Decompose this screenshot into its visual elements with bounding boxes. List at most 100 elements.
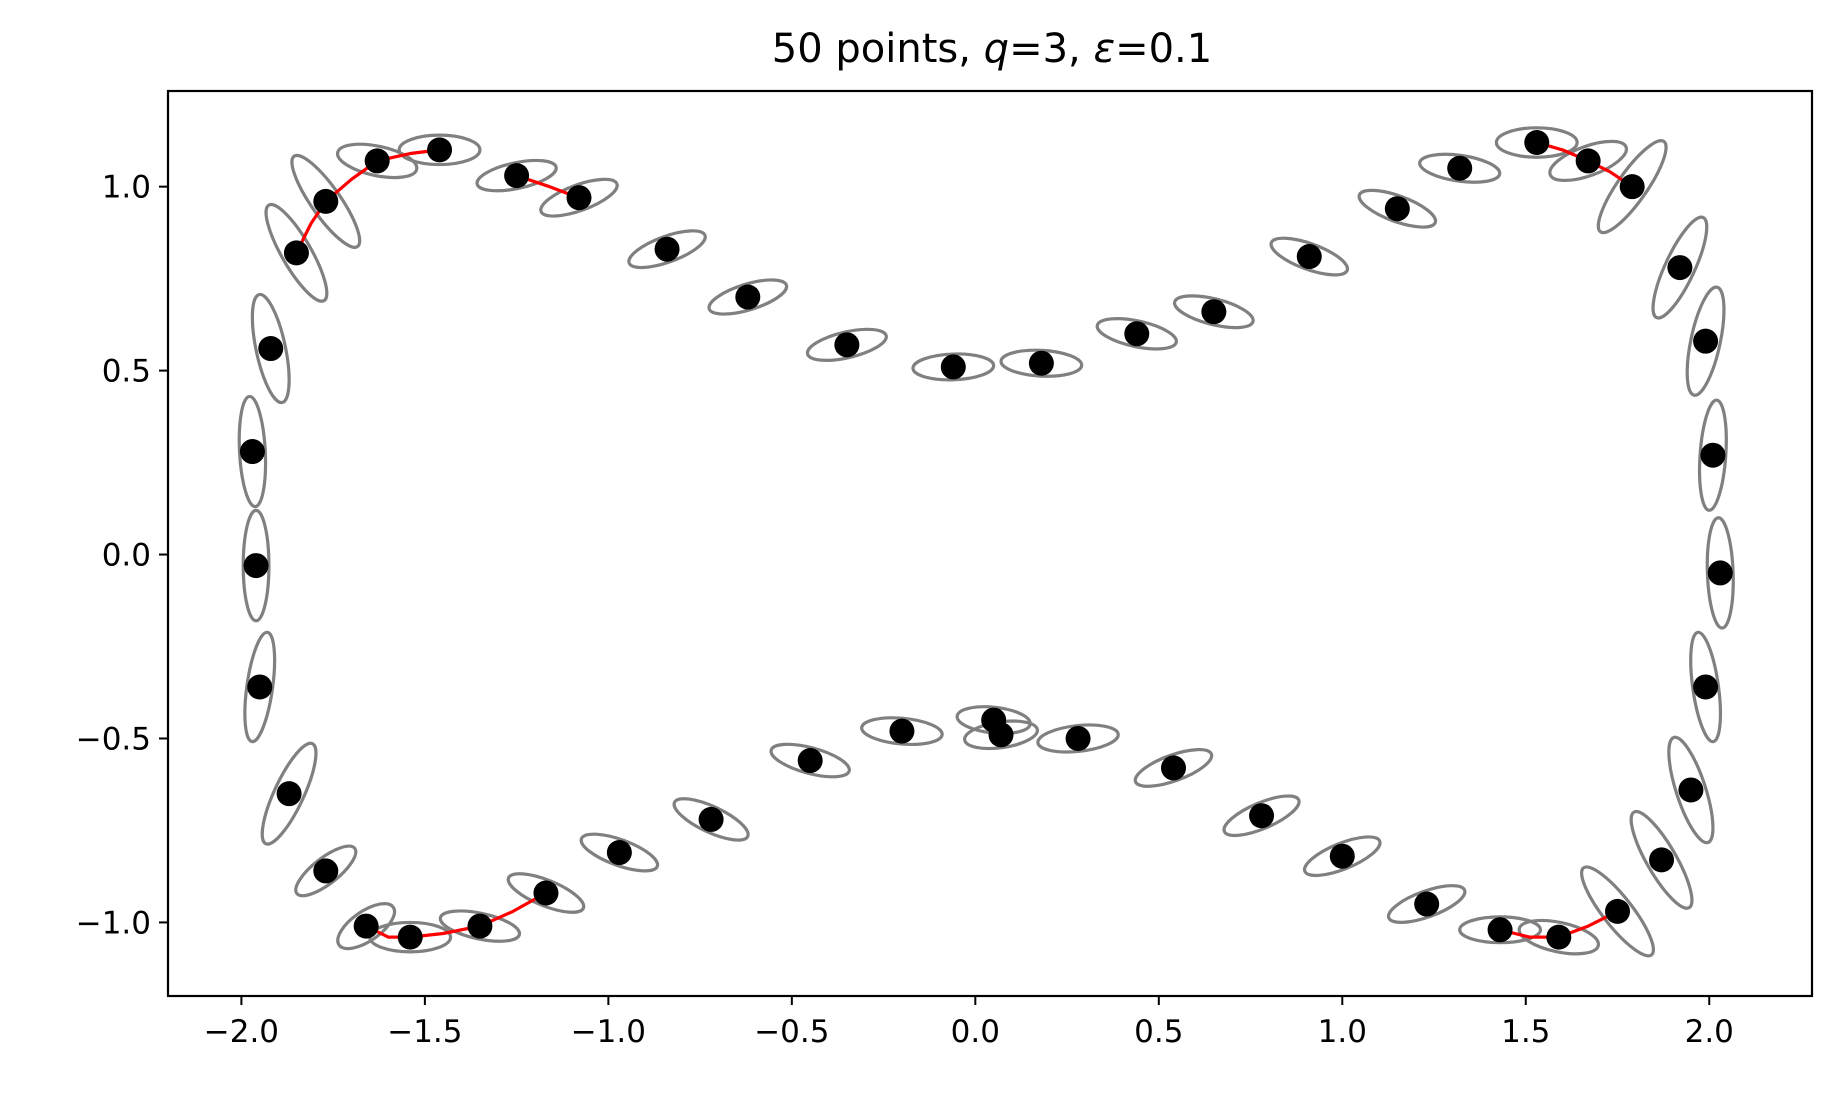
data-point-14 bbox=[1384, 196, 1410, 222]
y-tick-label: −1.0 bbox=[76, 905, 151, 941]
data-point-37 bbox=[797, 748, 823, 774]
ellipse-41 bbox=[438, 909, 522, 943]
ellipse-3 bbox=[397, 133, 482, 167]
data-point-39 bbox=[606, 840, 632, 866]
ellipse-44 bbox=[294, 844, 358, 898]
ellipse-37 bbox=[769, 742, 851, 779]
data-point-31 bbox=[1249, 803, 1275, 829]
ellipse-9 bbox=[911, 352, 996, 382]
y-axis: −1.0 −0.5 0.0 0.5 1.0 bbox=[76, 170, 168, 941]
x-axis: −2.0 −1.5 −1.0 −0.5 0.0 0.5 1.0 1.5 2.0 bbox=[204, 996, 1734, 1050]
ellipse-4 bbox=[475, 158, 558, 193]
ellipse-29 bbox=[1386, 884, 1467, 924]
data-point-44 bbox=[313, 858, 339, 884]
data-point-23 bbox=[1693, 674, 1719, 700]
data-point-21 bbox=[1700, 442, 1726, 468]
data-point-6 bbox=[654, 236, 680, 262]
data-point-45 bbox=[276, 781, 302, 807]
red-curve-layer bbox=[294, 140, 1634, 939]
ellipse-40 bbox=[506, 872, 586, 914]
data-point-38 bbox=[698, 806, 724, 832]
y-tick-label: 0.5 bbox=[102, 354, 151, 390]
ellipse-17 bbox=[1548, 139, 1629, 183]
red-curve-4 bbox=[364, 891, 548, 939]
ellipse-6 bbox=[627, 229, 707, 270]
ellipse-layer bbox=[237, 126, 1735, 958]
data-point-5 bbox=[566, 185, 592, 211]
ellipse-33 bbox=[1036, 723, 1120, 754]
x-tick-label: 0.5 bbox=[1134, 1014, 1183, 1050]
chart-title: 50 points, q=3, ε=0.1 bbox=[772, 26, 1212, 72]
x-tick-label: 1.0 bbox=[1318, 1014, 1367, 1050]
red-curve-0 bbox=[294, 148, 442, 255]
ellipse-13 bbox=[1269, 236, 1350, 277]
plot-marks bbox=[237, 126, 1735, 958]
data-point-43 bbox=[353, 913, 379, 939]
data-point-41 bbox=[467, 913, 493, 939]
plot-frame bbox=[166, 89, 1814, 998]
ellipse-23 bbox=[1689, 630, 1723, 744]
x-tick-label: 2.0 bbox=[1685, 1014, 1734, 1050]
ellipse-15 bbox=[1418, 152, 1502, 184]
data-point-28 bbox=[1487, 917, 1513, 943]
ellipse-16 bbox=[1494, 126, 1579, 159]
data-point-4 bbox=[504, 163, 530, 189]
x-tick-label: −1.0 bbox=[571, 1014, 646, 1050]
data-point-15 bbox=[1447, 155, 1473, 181]
ellipse-31 bbox=[1222, 794, 1301, 838]
data-point-49 bbox=[258, 336, 284, 362]
ellipse-49 bbox=[250, 292, 291, 405]
ellipse-8 bbox=[805, 327, 888, 362]
ellipse-38 bbox=[672, 797, 750, 842]
data-point-24 bbox=[1678, 777, 1704, 803]
ellipse-2 bbox=[335, 142, 419, 180]
data-point-2 bbox=[364, 148, 390, 174]
y-tick-label: 1.0 bbox=[102, 170, 151, 206]
ellipse-11 bbox=[1095, 317, 1178, 351]
ellipse-7 bbox=[707, 278, 789, 316]
ellipse-48 bbox=[237, 394, 268, 509]
ellipse-32 bbox=[1133, 747, 1214, 788]
ellipse-27 bbox=[1517, 918, 1600, 956]
ellipse-21 bbox=[1697, 398, 1728, 512]
data-point-46 bbox=[247, 674, 273, 700]
x-tick-label: 0.0 bbox=[951, 1014, 1000, 1050]
data-point-10 bbox=[1028, 350, 1054, 376]
data-point-17 bbox=[1575, 148, 1601, 174]
data-point-35 bbox=[981, 707, 1007, 733]
ellipse-46 bbox=[243, 630, 277, 744]
data-point-47 bbox=[243, 553, 269, 579]
data-point-48 bbox=[239, 439, 265, 465]
x-tick-label: 1.5 bbox=[1501, 1014, 1550, 1050]
ellipse-39 bbox=[579, 832, 660, 873]
ellipse-45 bbox=[260, 741, 318, 846]
ellipse-0 bbox=[264, 202, 329, 303]
data-point-0 bbox=[283, 240, 309, 266]
data-point-9 bbox=[940, 354, 966, 380]
data-point-18 bbox=[1619, 174, 1645, 200]
data-point-16 bbox=[1524, 130, 1550, 156]
ellipse-14 bbox=[1357, 188, 1438, 229]
data-point-27 bbox=[1546, 924, 1572, 950]
point-layer bbox=[239, 130, 1733, 950]
data-point-19 bbox=[1667, 255, 1693, 281]
data-point-20 bbox=[1693, 328, 1719, 354]
data-point-40 bbox=[533, 880, 559, 906]
ellipse-47 bbox=[241, 508, 271, 623]
data-point-12 bbox=[1201, 299, 1227, 325]
ellipse-10 bbox=[999, 348, 1084, 378]
data-point-7 bbox=[735, 284, 761, 310]
ellipse-26 bbox=[1580, 865, 1655, 958]
ellipse-5 bbox=[539, 177, 619, 218]
data-point-33 bbox=[1065, 725, 1091, 751]
data-point-30 bbox=[1329, 843, 1355, 869]
ellipse-22 bbox=[1705, 516, 1735, 630]
ellipse-19 bbox=[1651, 215, 1709, 320]
data-point-26 bbox=[1605, 898, 1631, 924]
ellipse-30 bbox=[1302, 835, 1382, 878]
data-point-11 bbox=[1124, 321, 1150, 347]
x-tick-label: −2.0 bbox=[204, 1014, 279, 1050]
data-point-8 bbox=[834, 332, 860, 358]
ellipse-12 bbox=[1172, 294, 1255, 330]
